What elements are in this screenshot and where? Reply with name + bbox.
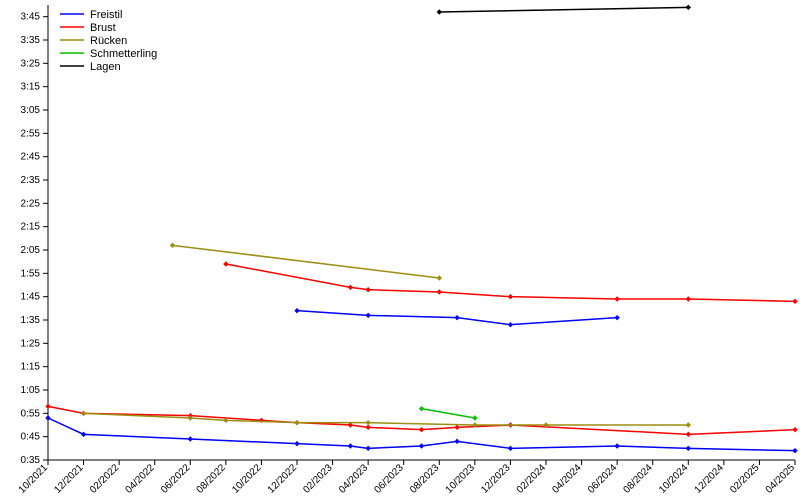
y-tick-label: 1:25 [21, 338, 41, 349]
y-tick-label: 0:45 [21, 432, 41, 443]
legend-label: Rücken [90, 35, 127, 47]
y-tick-label: 2:45 [21, 152, 41, 163]
legend-label: Lagen [90, 61, 121, 73]
legend-label: Freistil [90, 9, 122, 21]
y-tick-label: 2:55 [21, 128, 41, 139]
y-tick-label: 2:15 [21, 222, 41, 233]
legend-label: Brust [90, 22, 116, 34]
time-series-chart: 0:35 0:45 0:55 1:05 1:15 1:25 1:35 1:45 1:55 2:05… [0, 0, 800, 500]
y-tick-label: 3:25 [21, 58, 41, 69]
y-tick-label: 3:45 [21, 12, 41, 23]
y-tick-label: 3:15 [21, 82, 41, 93]
y-tick-label: 0:55 [21, 408, 41, 419]
y-tick-label: 2:05 [21, 245, 41, 256]
legend-label: Schmetterling [90, 48, 157, 60]
y-tick-label: 3:35 [21, 35, 41, 46]
y-tick-label: 2:35 [21, 175, 41, 186]
y-tick-label: 1:05 [21, 385, 41, 396]
y-tick-label: 1:15 [21, 362, 41, 373]
y-tick-label: 3:05 [21, 105, 41, 116]
y-tick-label: 1:35 [21, 315, 41, 326]
y-tick-label: 2:25 [21, 198, 41, 209]
chart-svg: 0:35 0:45 0:55 1:05 1:15 1:25 1:35 1:45 1:55 2:05… [0, 0, 800, 500]
y-tick-label: 1:55 [21, 268, 41, 279]
y-tick-label: 1:45 [21, 292, 41, 303]
y-tick-label: 0:35 [21, 455, 41, 466]
